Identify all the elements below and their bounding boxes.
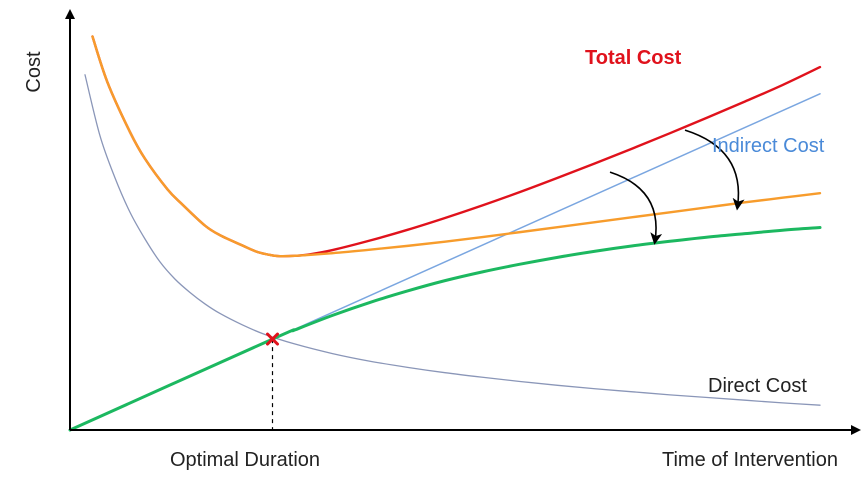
total-cost-label: Total Cost: [585, 47, 682, 69]
adjusted-indirect-cost-line: [68, 226, 822, 432]
indirect-cost-label: Indirect Cost: [712, 135, 825, 157]
x-axis-label: Time of Intervention: [662, 449, 838, 471]
x-tick-label-optimal-duration: Optimal Duration: [170, 449, 320, 471]
direct-cost-label: Direct Cost: [708, 375, 807, 397]
cost-shift-arrow-2: [609, 171, 663, 245]
direct-cost-line: [84, 74, 821, 406]
cost-shift-arrow-1: [684, 129, 745, 211]
annotation-layer: [266, 129, 745, 430]
series-layer: [68, 35, 822, 432]
y-axis-label: Cost: [23, 51, 45, 93]
optimal-point-marker: [266, 332, 279, 346]
adjusted-total-cost-line: [91, 35, 822, 258]
